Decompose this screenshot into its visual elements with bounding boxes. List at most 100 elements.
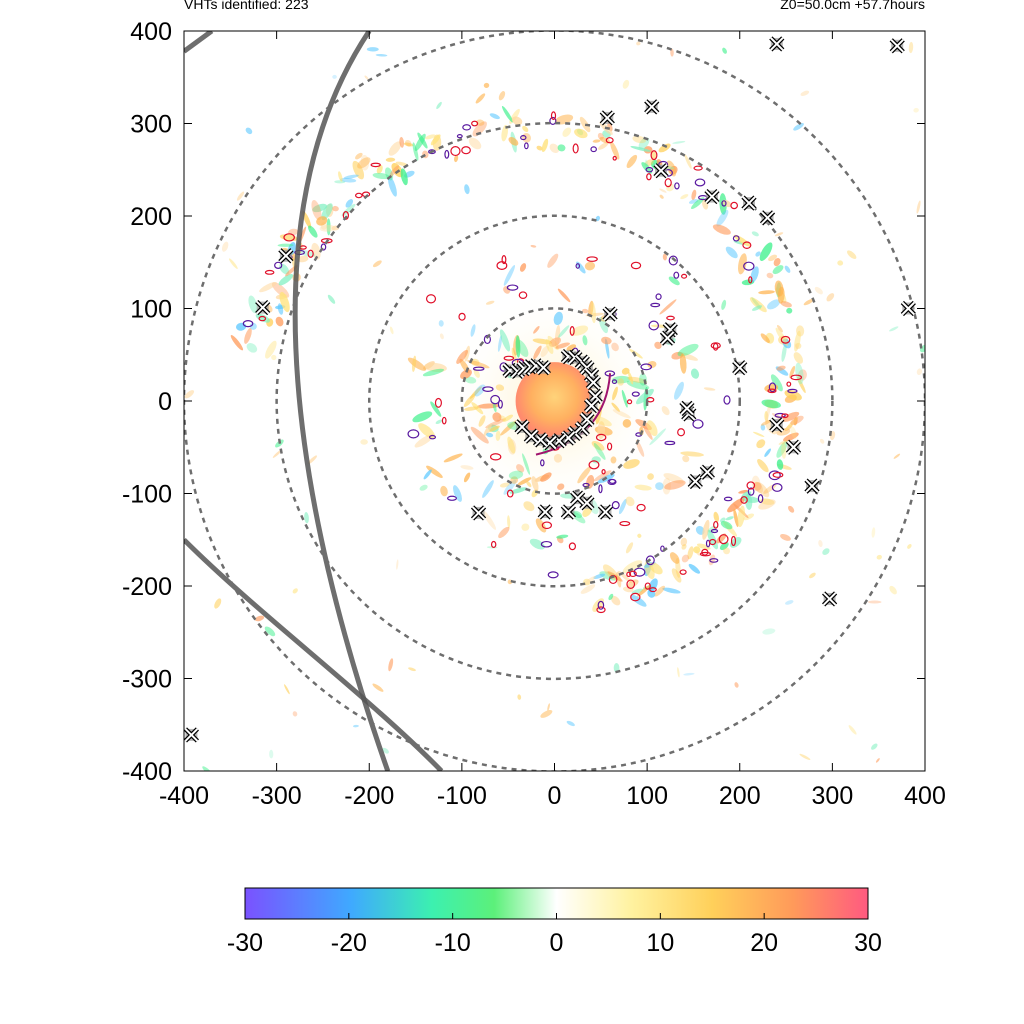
field-blob <box>517 694 522 700</box>
field-blob <box>635 388 654 405</box>
field-blob <box>793 352 804 364</box>
field-blob <box>277 303 284 315</box>
x-tick-label: -400 <box>159 782 209 810</box>
contour-ring <box>370 162 381 168</box>
field-blob <box>664 480 686 490</box>
field-blob <box>522 125 529 133</box>
y-tick-label: 400 <box>130 18 172 46</box>
field-blob <box>658 143 671 153</box>
field-blob <box>907 543 912 549</box>
field-blob <box>702 519 710 540</box>
field-blob <box>738 489 749 494</box>
field-blob <box>509 487 528 494</box>
field-blob <box>582 335 588 346</box>
contour-ring <box>721 200 727 207</box>
field-blob <box>396 559 399 570</box>
contour-ring <box>441 416 447 425</box>
contour-ring <box>767 388 777 394</box>
field-blob <box>549 143 560 153</box>
field-blob <box>469 386 482 399</box>
field-blob <box>781 442 787 459</box>
contour-ring <box>693 165 703 171</box>
field-blob <box>743 513 755 521</box>
field-blob <box>245 127 253 135</box>
vht-marker <box>889 38 905 54</box>
vht-marker-x <box>660 331 675 345</box>
field-blob <box>485 300 495 305</box>
field-blob <box>304 512 309 524</box>
contour-ring <box>710 342 721 349</box>
field-blob <box>588 300 594 318</box>
vht-marker-x <box>600 111 615 125</box>
field-blob <box>630 594 647 607</box>
field-blob <box>508 470 524 480</box>
field-blob <box>814 286 823 295</box>
contour-ring <box>407 429 420 439</box>
contour-ring <box>597 600 605 610</box>
vht-marker <box>741 195 757 211</box>
vht-marker-x <box>760 211 775 225</box>
field-blob <box>751 231 759 237</box>
field-blob <box>482 480 494 498</box>
y-tick-label: 300 <box>130 111 172 139</box>
field-blob <box>460 465 474 470</box>
field-blob <box>622 419 632 428</box>
field-blob <box>712 224 731 235</box>
vht-marker <box>900 300 916 317</box>
field-blob <box>554 324 561 349</box>
field-blob <box>820 438 825 444</box>
field-blob <box>372 260 382 268</box>
field-blob <box>284 684 290 695</box>
contour-ring <box>666 315 675 321</box>
field-blob <box>688 563 701 574</box>
field-blob <box>499 329 511 352</box>
field-blob <box>495 384 505 391</box>
contour-ring <box>771 483 783 492</box>
range-rings <box>184 31 925 771</box>
field-blob <box>758 499 776 510</box>
contour-ring <box>645 166 654 173</box>
contour-ring <box>462 124 472 131</box>
vht-marker-x <box>471 506 486 520</box>
field-blob <box>540 345 550 357</box>
field-blob <box>488 425 500 432</box>
y-tick-label: -100 <box>122 481 172 509</box>
y-tick-label: 100 <box>130 296 172 324</box>
x-tick-label: 400 <box>904 782 946 810</box>
field-blob <box>680 194 689 200</box>
field-blob <box>275 439 284 448</box>
contour-ring <box>274 261 283 269</box>
field-blob <box>553 311 563 326</box>
field-blob <box>360 439 368 445</box>
field-blob <box>871 743 878 750</box>
field-blob <box>916 368 923 376</box>
contour-ring <box>730 201 739 210</box>
contour-ring <box>541 521 553 530</box>
field-blob <box>642 424 653 440</box>
field-blob <box>713 511 720 523</box>
field-blob <box>292 711 298 717</box>
field-blob <box>254 615 265 622</box>
field-blob <box>403 142 414 147</box>
contour-ring <box>588 460 600 470</box>
vht-marker-x <box>786 440 801 454</box>
contour-ring <box>307 249 314 258</box>
field-blob <box>376 165 383 174</box>
field-blob <box>555 342 570 349</box>
vht-marker-x <box>733 360 747 375</box>
field-blob <box>629 348 643 359</box>
field-blob <box>659 194 664 199</box>
range-ring <box>275 121 834 681</box>
field-blob <box>399 136 405 148</box>
x-tick-label: 200 <box>719 782 761 810</box>
field-blob <box>590 301 596 324</box>
contour-ring <box>549 116 557 126</box>
contour-ring <box>626 579 636 590</box>
vht-count-label: VHTs identified: 223 <box>184 0 309 12</box>
field-blob <box>372 172 390 180</box>
contour-ring <box>490 394 501 405</box>
field-blob <box>417 132 428 149</box>
field-blob <box>662 587 681 594</box>
contour-ring <box>723 395 731 405</box>
vht-markers <box>184 36 916 743</box>
